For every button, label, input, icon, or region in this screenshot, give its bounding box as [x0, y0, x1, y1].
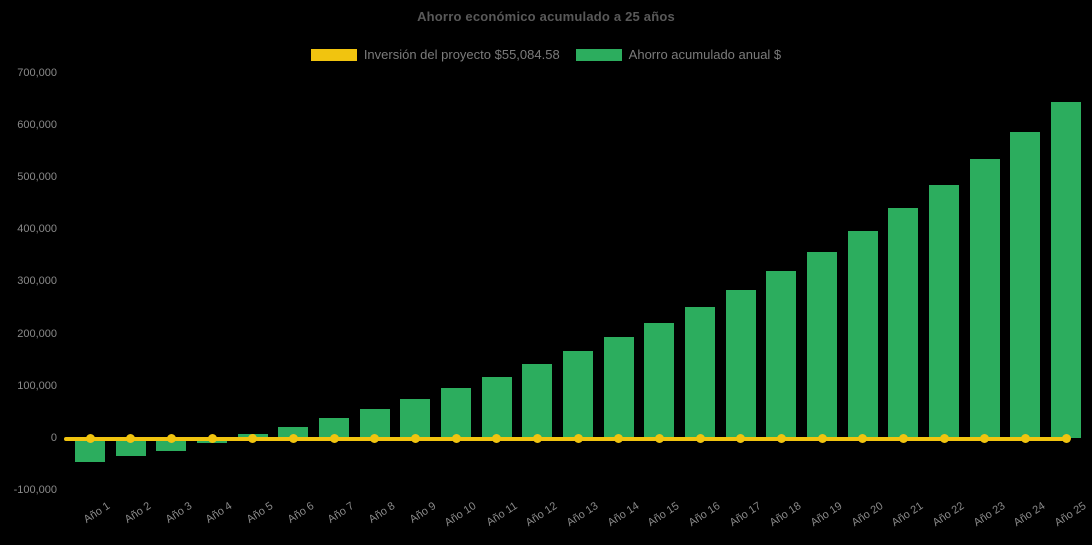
x-tick-ano-7: Año 7 [325, 500, 357, 526]
x-tick-ano-12: Año 12 [524, 500, 560, 530]
line-marker-ano-3 [166, 434, 176, 443]
x-tick-ano-18: Año 18 [768, 500, 804, 530]
legend-item-investment[interactable]: Inversión del proyecto $55,084.58 [310, 47, 560, 62]
bar-ano-1 [75, 438, 105, 462]
bar-ano-2 [115, 438, 146, 456]
line-marker-ano-17 [736, 434, 746, 443]
line-marker-ano-18 [776, 434, 786, 443]
x-tick-ano-13: Año 13 [564, 500, 601, 530]
legend-swatch-savings [575, 48, 622, 61]
bar-ano-20 [847, 231, 878, 439]
x-tick-ano-2: Año 2 [122, 500, 154, 526]
line-marker-ano-19 [817, 434, 827, 443]
line-marker-ano-6 [288, 434, 298, 443]
bar-ano-6 [278, 427, 309, 439]
line-marker-ano-9 [410, 434, 420, 443]
x-tick-ano-17: Año 17 [727, 500, 764, 530]
y-tick-0: 0 [50, 432, 57, 444]
x-tick-ano-14: Año 14 [605, 500, 642, 530]
x-tick-ano-20: Año 20 [849, 500, 886, 530]
bar-ano-14 [603, 337, 634, 439]
x-tick-ano-24: Año 24 [1012, 500, 1048, 530]
x-tick-ano-1: Año 1 [81, 500, 113, 526]
x-tick-ano-5: Año 5 [244, 500, 276, 526]
x-tick-ano-8: Año 8 [366, 500, 398, 526]
line-marker-ano-14 [614, 434, 624, 443]
line-marker-ano-8 [370, 434, 380, 443]
x-tick-ano-25: Año 25 [1052, 500, 1089, 530]
x-tick-ano-22: Año 22 [930, 500, 967, 530]
x-tick-ano-6: Año 6 [285, 500, 316, 526]
line-marker-ano-25 [1061, 434, 1071, 443]
legend-swatch-investment [310, 48, 357, 61]
bar-ano-10 [441, 388, 471, 439]
bar-ano-24 [1010, 131, 1041, 439]
x-tick-ano-19: Año 19 [808, 500, 845, 530]
line-marker-ano-2 [126, 434, 136, 443]
bar-ano-19 [807, 252, 837, 439]
legend-item-savings[interactable]: Ahorro acumulado anual $ [575, 47, 782, 62]
legend-label-investment: Inversión del proyecto $55,084.58 [363, 47, 560, 62]
line-marker-ano-11 [492, 434, 502, 443]
y-tick-600000: 600,000 [17, 118, 57, 131]
y-tick-200000: 200,000 [17, 327, 57, 340]
x-tick-ano-11: Año 11 [484, 500, 520, 529]
line-marker-ano-20 [858, 434, 868, 443]
y-tick-300000: 300,000 [17, 275, 57, 288]
legend-label-savings: Ahorro acumulado anual $ [628, 47, 782, 62]
line-marker-ano-7 [329, 434, 339, 443]
y-tick--100000: -100,000 [13, 484, 57, 497]
x-tick-ano-16: Año 16 [686, 500, 723, 530]
line-marker-ano-4 [207, 434, 217, 443]
line-marker-ano-24 [1020, 434, 1030, 443]
y-tick-400000: 400,000 [17, 223, 57, 236]
line-marker-ano-12 [532, 434, 542, 443]
bar-ano-21 [888, 207, 919, 439]
x-tick-ano-3: Año 3 [163, 500, 194, 526]
x-tick-ano-4: Año 4 [203, 500, 235, 526]
line-marker-ano-13 [573, 434, 583, 443]
bar-ano-22 [929, 185, 959, 439]
y-tick-700000: 700,000 [17, 66, 57, 79]
x-tick-ano-9: Año 9 [407, 500, 438, 526]
line-marker-ano-5 [248, 434, 258, 443]
line-marker-ano-21 [898, 434, 908, 443]
bar-ano-17 [725, 289, 756, 439]
line-marker-ano-10 [451, 434, 461, 443]
bar-ano-8 [359, 408, 390, 439]
line-marker-ano-22 [939, 434, 949, 443]
x-tick-ano-21: Año 21 [890, 500, 926, 530]
bar-ano-13 [563, 351, 593, 439]
y-tick-100000: 100,000 [17, 379, 57, 392]
x-tick-ano-10: Año 10 [442, 500, 479, 530]
line-marker-ano-23 [980, 434, 990, 443]
bar-ano-12 [522, 363, 553, 439]
x-tick-ano-23: Año 23 [971, 500, 1008, 530]
bar-ano-16 [685, 306, 715, 439]
bar-ano-3 [156, 438, 187, 452]
line-marker-ano-16 [695, 434, 705, 443]
line-marker-ano-15 [654, 434, 664, 443]
bar-ano-7 [319, 418, 349, 439]
investment-line [64, 436, 1070, 441]
bar-ano-18 [766, 271, 797, 439]
x-tick-ano-15: Año 15 [646, 500, 682, 530]
line-marker-ano-1 [85, 434, 95, 443]
bar-ano-11 [481, 377, 512, 439]
bar-ano-23 [969, 158, 1000, 439]
chart-legend: Inversión del proyecto $55,084.58 Ahorro… [0, 47, 1092, 62]
bar-ano-25 [1051, 101, 1081, 439]
chart-title: Ahorro económico acumulado a 25 años [417, 9, 675, 24]
bar-ano-9 [400, 398, 431, 439]
y-tick-500000: 500,000 [17, 171, 57, 183]
bar-ano-15 [644, 322, 675, 439]
